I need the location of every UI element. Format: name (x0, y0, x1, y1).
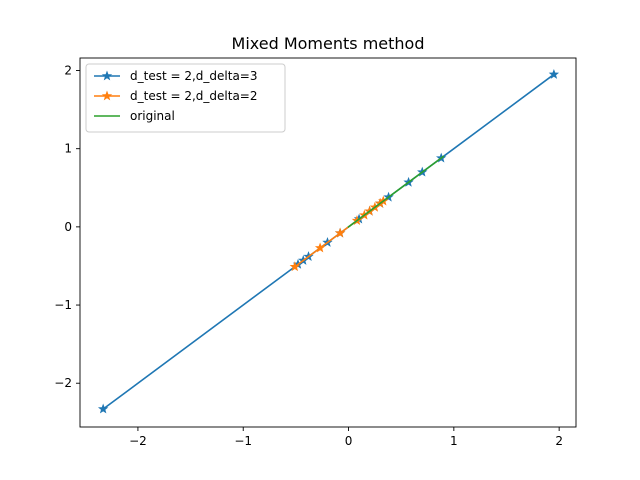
x-tick-label: −2 (129, 434, 147, 448)
legend-marker-0 (101, 70, 113, 81)
y-tick-label: 1 (64, 142, 72, 156)
axes: −2 −1 0 1 2 −2 −1 0 1 2 (54, 57, 577, 448)
x-tick-label: 1 (450, 434, 458, 448)
legend-label-1: d_test = 2,d_delta=2 (130, 89, 258, 103)
legend-box (85, 63, 286, 133)
series-1-point-2 (334, 227, 346, 238)
legend-label-2: original (130, 109, 175, 123)
chart-title: Mixed Moments method (232, 34, 425, 53)
series-0-point-0 (97, 403, 109, 414)
y-tick-label: −2 (54, 376, 72, 390)
x-tick-label: 2 (555, 434, 563, 448)
axes-frame (79, 57, 577, 428)
series-group-2 (347, 155, 445, 228)
y-tick-label: 0 (64, 220, 72, 234)
legend-label-0: d_test = 2,d_delta=3 (130, 69, 258, 83)
series-1-point-1 (314, 242, 326, 253)
series-line-2 (347, 155, 445, 228)
legend: d_test = 2,d_delta=3 d_test = 2,d_delta=2… (85, 63, 286, 133)
x-tick-label: −1 (234, 434, 252, 448)
plot-area (97, 68, 560, 414)
y-tick-label: 2 (64, 64, 72, 78)
legend-marker-1 (101, 90, 113, 101)
y-tick-label: −1 (54, 298, 72, 312)
x-tick-label: 0 (345, 434, 353, 448)
series-1-point-0 (289, 261, 301, 272)
series-0-point-13 (548, 68, 560, 79)
